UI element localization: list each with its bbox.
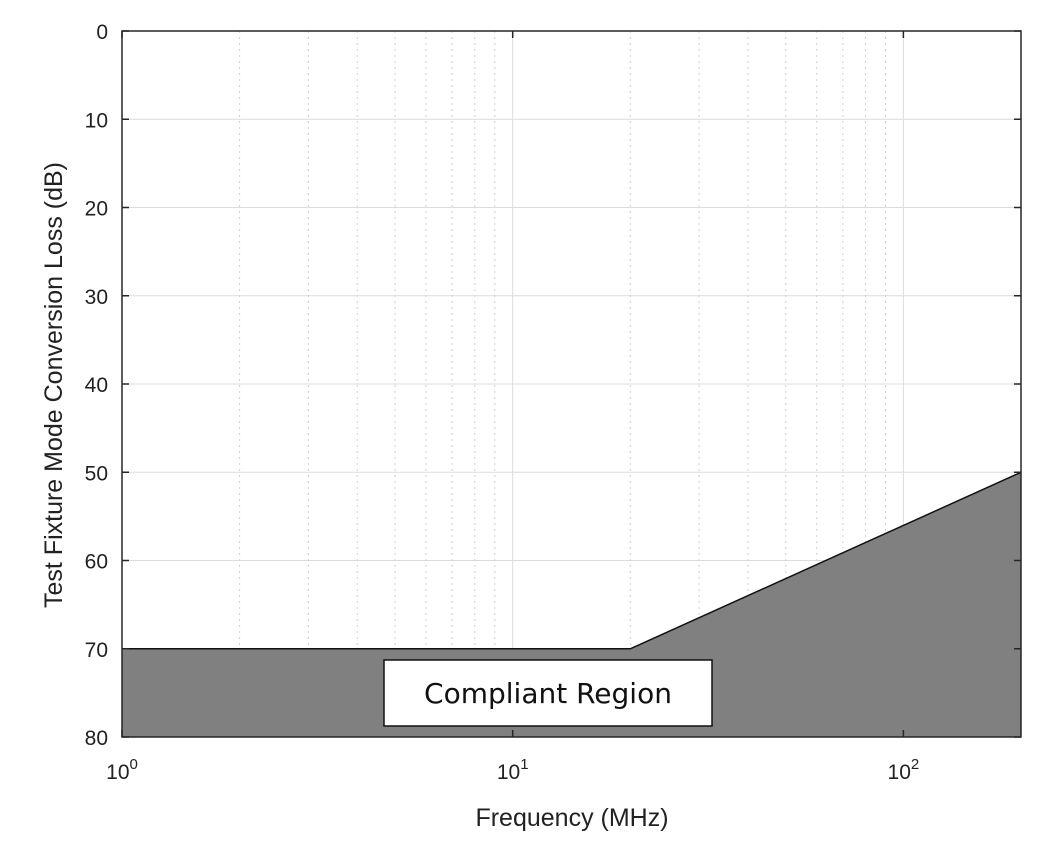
y-tick-label: 0 <box>96 21 108 44</box>
annotation-text: Compliant Region <box>424 677 672 710</box>
x-tick-label: 100 <box>106 756 138 784</box>
y-tick-label: 50 <box>85 462 108 485</box>
limit-line <box>122 471 1022 650</box>
y-tick-labels: 0 10 20 30 40 50 60 70 80 <box>85 21 108 750</box>
x-tick-label: 101 <box>497 756 529 784</box>
annotation-box: Compliant Region <box>383 659 713 727</box>
y-tick-label: 30 <box>85 286 108 309</box>
x-axis-label: Frequency (MHz) <box>475 804 668 832</box>
y-tick-label: 20 <box>85 198 108 221</box>
y-tick-label: 10 <box>85 109 108 132</box>
y-tick-label: 60 <box>85 551 108 574</box>
y-tick-label: 70 <box>85 639 108 662</box>
x-tick-label: 102 <box>888 756 920 784</box>
compliant-region-fill <box>122 472 1021 737</box>
y-axis-label: Test Fixture Mode Conversion Loss (dB) <box>40 162 68 608</box>
y-tick-label: 40 <box>85 374 108 397</box>
y-tick-label: 80 <box>85 727 108 750</box>
x-tick-labels: 100 101 102 <box>106 756 919 784</box>
annotation-frame <box>383 659 713 727</box>
tick-marks <box>121 30 1021 738</box>
